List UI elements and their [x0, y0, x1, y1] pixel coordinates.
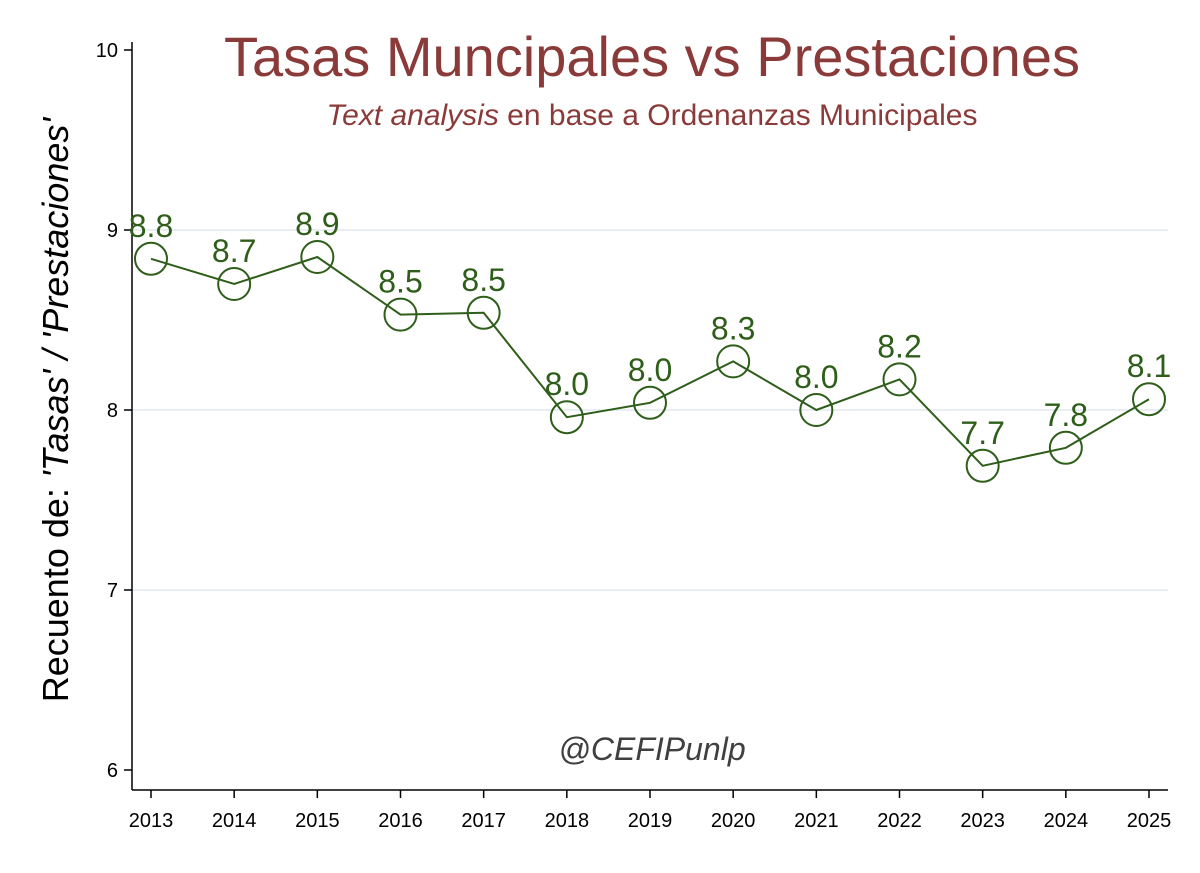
x-tick-label: 2013: [129, 810, 174, 832]
data-point: [882, 362, 917, 397]
data-point: [217, 267, 252, 301]
data-label: 8.1: [1127, 348, 1171, 384]
x-ticks: 2013 2014 2015 2016 2017 2018 2019 2020 2021 2022…: [129, 790, 1172, 832]
y-axis-label: Recuento de: 'Tasas' / 'Prestaciones': [35, 117, 76, 703]
data-label: 8.0: [794, 359, 838, 395]
y-tick-label: 6: [107, 760, 118, 782]
x-tick-label: 2015: [295, 810, 340, 832]
data-point: [300, 240, 335, 274]
data-point: [799, 393, 834, 427]
data-point: [383, 297, 418, 332]
data-label: 8.3: [711, 310, 755, 346]
y-tick-label: 8: [107, 400, 118, 422]
data-label: 8.7: [212, 233, 256, 269]
chart-subtitle-italic: Text analysis: [327, 99, 499, 132]
data-point: [965, 448, 1000, 483]
data-labels-group: 8.8 8.7 8.9 8.5 8.5 8.0 8.0 8.3 8.0 8.2 7.7 7.8 8.1: [129, 206, 1171, 451]
x-tick-label: 2019: [628, 810, 673, 832]
data-point: [134, 241, 168, 276]
x-tick-label: 2024: [1044, 810, 1089, 832]
data-label: 7.7: [960, 415, 1004, 451]
data-label: 8.2: [877, 328, 921, 364]
data-point: [549, 400, 584, 435]
x-tick-label: 2020: [711, 810, 756, 832]
data-label: 8.5: [378, 264, 422, 300]
data-point: [1132, 382, 1166, 417]
data-point: [1048, 430, 1083, 465]
data-label: 8.0: [545, 366, 589, 402]
chart-subtitle-rest: en base a Ordenanzas Municipales: [499, 99, 978, 132]
chart-subtitle: Text analysis en base a Ordenanzas Munic…: [327, 99, 978, 132]
x-tick-label: 2022: [877, 810, 922, 832]
y-axis-label-prefix: Recuento de:: [35, 478, 76, 702]
data-label: 8.9: [295, 206, 339, 242]
data-label: 8.0: [628, 352, 672, 388]
y-tick-label: 9: [107, 220, 118, 242]
x-tick-label: 2016: [378, 810, 423, 832]
series-line: [150, 255, 1150, 467]
watermark: @CEFIPunlp: [558, 731, 745, 767]
x-tick-label: 2014: [212, 810, 257, 832]
series-group: [150, 255, 1150, 467]
x-tick-label: 2025: [1127, 810, 1172, 832]
data-label: 8.8: [129, 208, 173, 244]
y-ticks: 6 7 8 9 10: [96, 40, 132, 782]
y-axis-label-italic: 'Tasas' / 'Prestaciones': [35, 117, 76, 478]
axes: [131, 42, 1168, 791]
markers-group: [134, 240, 1166, 483]
x-tick-label: 2018: [545, 810, 590, 832]
x-tick-label: 2017: [461, 810, 506, 832]
chart-title: Tasas Muncipales vs Prestaciones: [224, 25, 1080, 88]
y-tick-label: 7: [107, 580, 118, 602]
gridlines: [132, 229, 1168, 591]
data-point: [716, 344, 751, 379]
x-tick-label: 2021: [794, 810, 839, 832]
x-tick-label: 2023: [960, 810, 1005, 832]
data-point: [633, 385, 667, 420]
data-label: 8.5: [461, 262, 505, 298]
y-tick-label: 10: [96, 40, 118, 62]
data-point: [466, 295, 501, 330]
data-label: 7.8: [1044, 397, 1088, 433]
